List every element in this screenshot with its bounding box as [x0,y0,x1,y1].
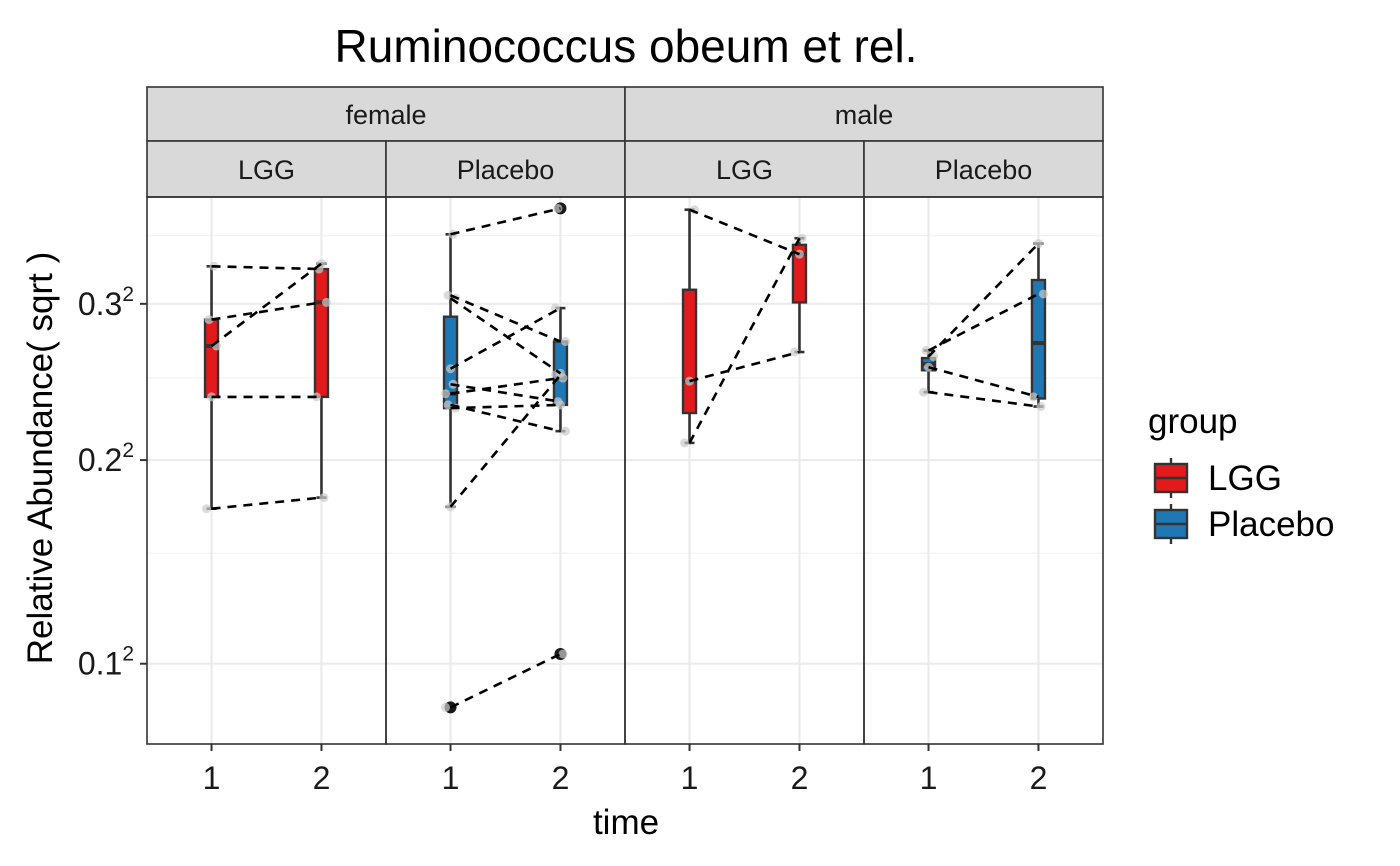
x-tick-label: 2 [313,760,331,796]
boxplot [1030,242,1047,408]
strip-label-group: Placebo [457,155,555,185]
subject-point [558,649,568,659]
subject-line [449,306,562,370]
strip-label-group: Placebo [935,155,1033,185]
panel-female-lgg [146,196,387,745]
subject-point [1033,239,1043,249]
strip-label-male: male [835,100,894,130]
x-tick-label: 2 [1030,760,1048,796]
x-tick-label: 2 [791,760,809,796]
subject-line [450,294,561,343]
strip-label-female: female [345,100,426,130]
y-tick-label: 0.32 [78,283,134,322]
panel-background [864,197,1103,744]
subject-point [202,504,212,514]
x-tick-label: 2 [552,760,570,796]
strip-label-group: LGG [716,155,773,185]
x-tick-label: 1 [203,760,221,796]
subject-line [927,242,1040,358]
legend-key-lgg [1153,458,1189,498]
box [681,288,698,415]
subject-line [450,207,561,236]
strip-group [863,140,1104,198]
subject-line [450,403,561,433]
subject-point [321,297,331,307]
panel-male-lgg [624,196,865,745]
x-tick-label: 1 [920,760,938,796]
subject-line [688,237,801,444]
subject-line [928,390,1039,408]
subject-point [1028,392,1038,402]
subject-point [789,347,799,357]
panel-background [386,197,625,744]
grid-layer [147,197,1103,744]
strip-label-group: LGG [238,155,295,185]
subject-point [560,337,570,347]
subject-point [441,389,451,399]
subject-point [553,203,563,213]
subject-point [553,397,563,407]
subject-line [211,301,322,321]
subject-line [450,403,561,410]
strip-male [624,86,1104,142]
y-tick-label: 0.22 [78,439,134,478]
subject-line [449,297,562,375]
box [791,243,808,304]
subject-point [1036,402,1046,412]
facet-strips: female male LGG Placebo LGG Placebo [146,86,1104,198]
subject-point [204,315,214,325]
subject-point [921,346,931,356]
y-axis: 0.12 0.22 0.32 [78,283,147,682]
subject-line [211,265,322,271]
plot-panels [146,196,1104,745]
subject-point [919,387,929,397]
x-axis-title: time [593,803,659,842]
x-axis: 1 2 1 2 1 2 1 2 [203,744,1048,796]
legend-label: Placebo [1208,505,1334,544]
panel-background [625,197,864,744]
subject-point [1038,289,1048,299]
chart-title: Ruminococcus obeum et rel. [335,20,918,72]
panel-male-placebo [863,196,1104,745]
box [313,267,330,399]
y-tick-label: 0.12 [78,643,134,682]
subject-point [443,290,453,300]
subject-point [441,702,451,712]
subject-line [449,374,562,508]
subject-line [449,652,562,709]
subject-line [689,350,800,383]
subject-line [211,496,322,510]
legend-label: LGG [1208,459,1282,498]
subject-line [450,382,561,403]
subject-line [928,365,1039,399]
panel-female-placebo [385,196,626,745]
x-tick-label: 1 [681,760,699,796]
subject-point [319,493,329,503]
subject-line [689,208,800,256]
panel-border [863,196,1104,745]
subject-point [680,438,690,448]
strip-group [385,140,626,198]
subject-line [927,292,1040,352]
subject-line [450,376,561,396]
box [1030,278,1047,400]
legend: group LGG Placebo [1148,402,1334,544]
box [203,318,220,399]
y-axis-title: Relative Abundance( sqrt ) [21,252,60,664]
x-tick-label: 1 [442,760,460,796]
subject-point [443,400,453,410]
legend-key-placebo [1153,504,1189,544]
panel-background [147,197,386,744]
subject-point [560,426,570,436]
legend-title: group [1148,402,1238,441]
subject-line [210,262,323,348]
subject-point [550,303,560,313]
